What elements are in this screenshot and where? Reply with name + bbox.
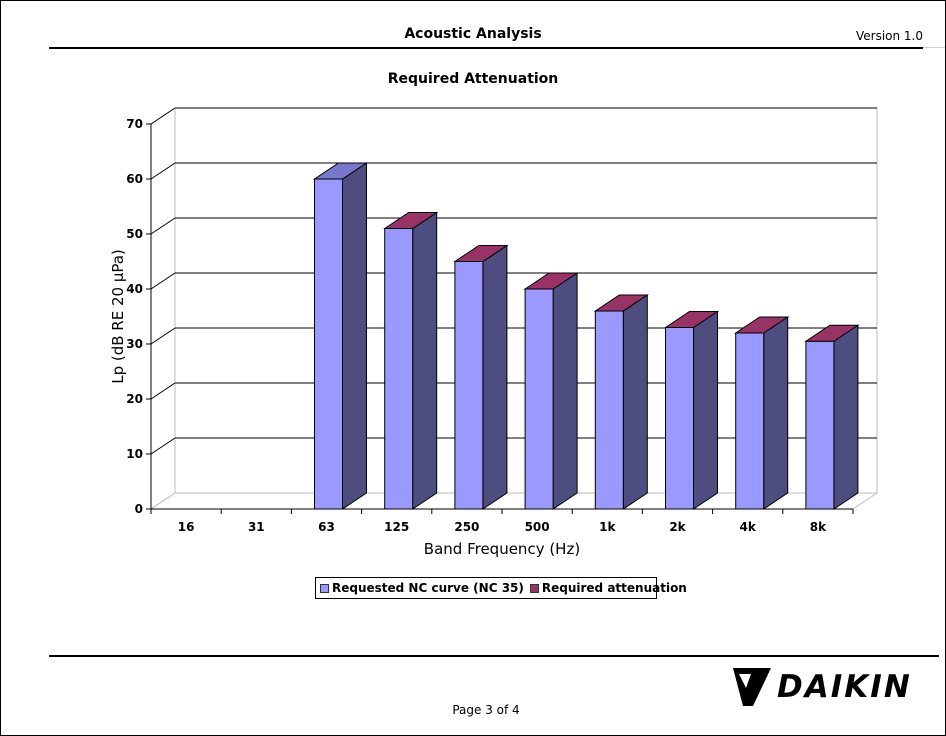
x-tick-label: 250 bbox=[454, 520, 479, 534]
legend-item-attenuation: Required attenuation bbox=[529, 581, 687, 595]
legend-swatch-nc-curve bbox=[320, 583, 329, 593]
bar-cap-nc-curve bbox=[312, 162, 369, 180]
report-title: Acoustic Analysis bbox=[404, 26, 542, 42]
y-tick-label: 60 bbox=[126, 172, 143, 186]
gridline-depth bbox=[150, 217, 176, 235]
header-divider-tail bbox=[923, 47, 945, 48]
bar-cap-required-attenuation bbox=[593, 294, 649, 312]
x-tick-label: 125 bbox=[384, 520, 409, 534]
bar-cap-required-attenuation bbox=[804, 324, 860, 342]
bar-nc-curve bbox=[594, 310, 624, 510]
bar-side-nc-curve bbox=[342, 162, 367, 510]
legend-swatch-attenuation bbox=[529, 583, 539, 593]
footer-divider bbox=[49, 655, 939, 657]
bar-side-nc-curve bbox=[763, 316, 789, 510]
bar-nc-curve bbox=[735, 332, 765, 510]
bar-side-nc-curve bbox=[693, 310, 718, 510]
gridline-depth bbox=[150, 327, 176, 345]
bar-cap-required-attenuation bbox=[663, 311, 720, 328]
bar-side-nc-curve bbox=[833, 324, 859, 510]
daikin-logo-mark bbox=[733, 668, 771, 706]
x-tick-label: 2k bbox=[669, 520, 686, 534]
x-tick-label: 1k bbox=[599, 520, 616, 534]
x-tick-label: 31 bbox=[248, 520, 265, 534]
x-tick-label: 500 bbox=[525, 520, 550, 534]
bar-nc-curve bbox=[805, 340, 835, 510]
bar-cap-required-attenuation bbox=[383, 212, 439, 229]
x-tick-label: 16 bbox=[178, 520, 195, 534]
bar-side-nc-curve bbox=[482, 244, 508, 510]
y-tick-label: 30 bbox=[126, 337, 143, 351]
bar-cap-required-attenuation bbox=[453, 245, 509, 262]
x-tick-label: 4k bbox=[740, 520, 757, 534]
y-tick-label: 40 bbox=[126, 282, 143, 296]
y-tick-label: 10 bbox=[126, 447, 143, 461]
y-tick-label: 0 bbox=[135, 502, 143, 516]
gridline-depth bbox=[150, 382, 176, 400]
legend-label-attenuation: Required attenuation bbox=[541, 581, 687, 595]
gridline-depth bbox=[150, 437, 176, 455]
y-tick-label: 20 bbox=[126, 392, 143, 406]
legend-item-nc-curve: Requested NC curve (NC 35) bbox=[320, 581, 524, 595]
gridline-depth bbox=[150, 272, 176, 290]
y-tick-label: 70 bbox=[126, 117, 143, 131]
y-axis-title: Lp (dB RE 20 µPa) bbox=[109, 249, 127, 384]
chart-title: Required Attenuation bbox=[387, 71, 559, 87]
bar-side-nc-curve bbox=[622, 294, 648, 510]
daikin-logo-text: DAIKIN bbox=[777, 669, 912, 705]
gridline-depth bbox=[150, 107, 176, 125]
gridline-depth bbox=[150, 162, 176, 180]
daikin-logo: DAIKIN bbox=[731, 663, 931, 711]
chart-legend: Requested NC curve (NC 35) Required atte… bbox=[315, 577, 687, 599]
legend-label-nc-curve: Requested NC curve (NC 35) bbox=[332, 581, 524, 595]
bar-cap-required-attenuation bbox=[734, 316, 790, 334]
x-tick-label: 8k bbox=[810, 520, 827, 534]
bar-nc-curve bbox=[384, 228, 414, 510]
bar-nc-curve bbox=[524, 288, 554, 510]
bar-cap-required-attenuation bbox=[523, 272, 579, 290]
plot-side-wall bbox=[150, 107, 176, 510]
bar-nc-curve bbox=[665, 327, 694, 510]
x-axis-title: Band Frequency (Hz) bbox=[424, 540, 580, 558]
bar-side-nc-curve bbox=[552, 272, 578, 510]
version-label: Version 1.0 bbox=[855, 29, 923, 43]
x-tick-label: 63 bbox=[318, 520, 335, 534]
page-number: Page 3 of 4 bbox=[452, 703, 520, 717]
bar-nc-curve bbox=[314, 178, 343, 510]
bar-side-nc-curve bbox=[412, 211, 438, 510]
y-tick-label: 50 bbox=[126, 227, 143, 241]
bar-nc-curve bbox=[454, 261, 484, 510]
header-divider bbox=[49, 47, 923, 49]
